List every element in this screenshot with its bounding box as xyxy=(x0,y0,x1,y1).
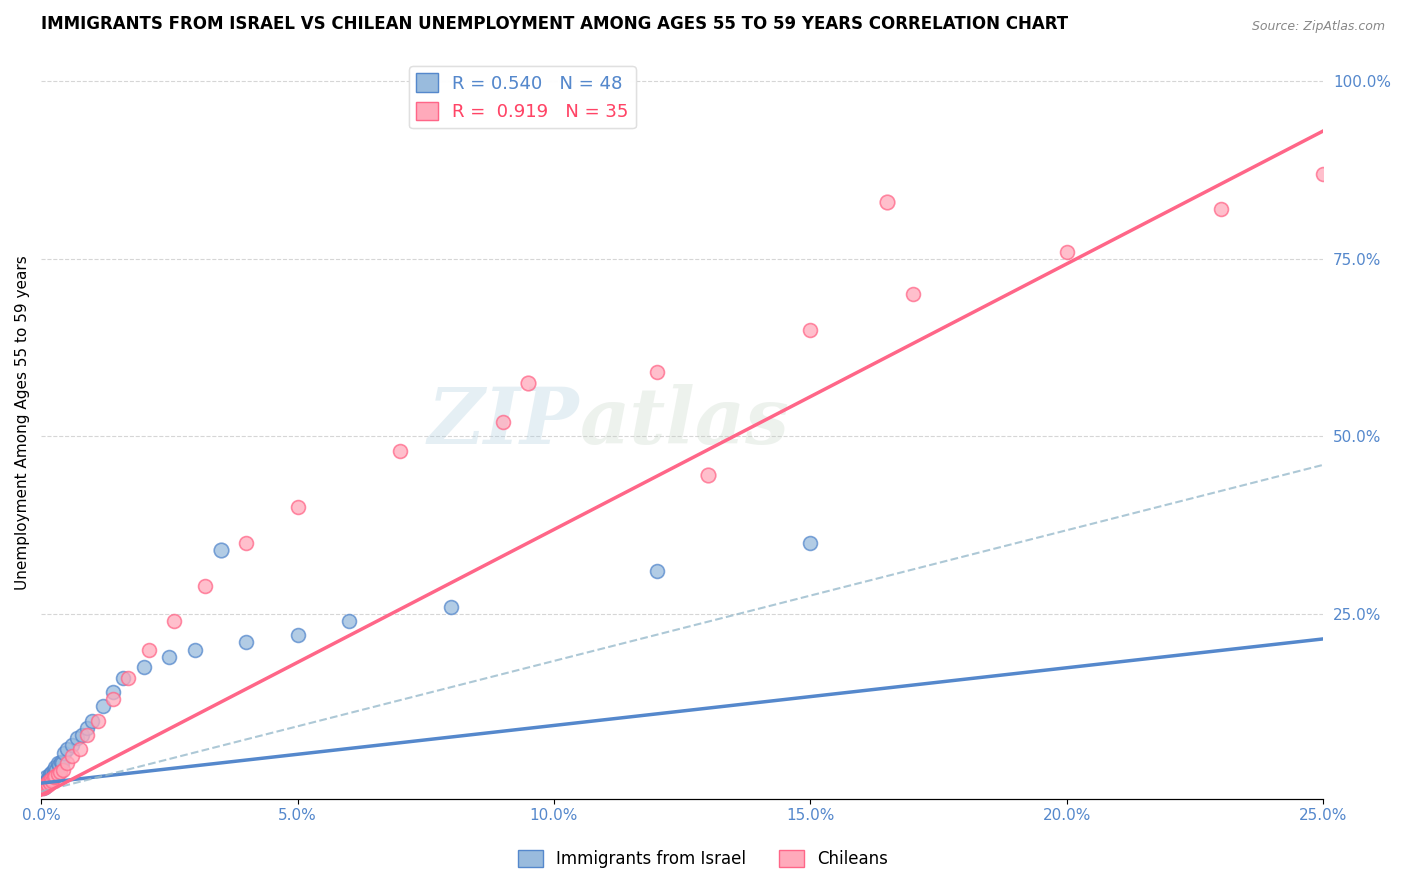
Point xyxy=(32,779,55,793)
Point xyxy=(49,755,72,769)
Point xyxy=(35,774,58,789)
Text: ZIP: ZIP xyxy=(427,384,579,460)
Point xyxy=(52,764,75,778)
Point xyxy=(91,699,114,714)
Point xyxy=(39,771,62,785)
Point xyxy=(66,731,89,746)
Point xyxy=(101,692,124,706)
Point xyxy=(82,714,104,728)
Point xyxy=(1312,167,1334,181)
Point xyxy=(38,767,60,781)
Point xyxy=(45,764,67,778)
Point xyxy=(35,771,58,785)
Point xyxy=(645,565,668,579)
Point xyxy=(39,772,62,786)
Point xyxy=(38,769,60,783)
Point xyxy=(44,767,66,781)
Point xyxy=(209,543,232,558)
Point xyxy=(46,767,69,781)
Text: IMMIGRANTS FROM ISRAEL VS CHILEAN UNEMPLOYMENT AMONG AGES 55 TO 59 YEARS CORRELA: IMMIGRANTS FROM ISRAEL VS CHILEAN UNEMPL… xyxy=(41,15,1069,33)
Point xyxy=(112,671,135,685)
Point xyxy=(337,614,360,628)
Point xyxy=(35,776,58,790)
Point xyxy=(39,772,62,786)
Point xyxy=(46,756,69,771)
Point xyxy=(38,776,60,790)
Point xyxy=(184,642,207,657)
Point xyxy=(55,756,77,771)
Point xyxy=(76,728,98,742)
Point xyxy=(41,767,63,781)
Point xyxy=(117,671,139,685)
Point xyxy=(194,579,217,593)
Point xyxy=(55,742,77,756)
Point xyxy=(69,742,91,756)
Point xyxy=(42,771,65,785)
Point xyxy=(41,774,63,789)
Point xyxy=(901,287,924,301)
Point xyxy=(163,614,186,628)
Point xyxy=(31,781,53,796)
Point xyxy=(38,774,60,789)
Point xyxy=(34,780,56,795)
Point xyxy=(51,756,73,771)
Point xyxy=(37,776,59,790)
Point xyxy=(876,194,898,209)
Point xyxy=(389,443,412,458)
Point xyxy=(34,780,56,794)
Point xyxy=(44,769,66,783)
Point xyxy=(42,764,65,778)
Point xyxy=(492,415,515,429)
Point xyxy=(49,764,72,779)
Point xyxy=(41,764,63,779)
Text: #C8D8E8: #C8D8E8 xyxy=(682,421,689,422)
Point xyxy=(86,714,108,728)
Point xyxy=(235,536,257,550)
Point xyxy=(60,739,83,753)
Point xyxy=(53,746,76,760)
Point xyxy=(32,778,55,792)
Point xyxy=(70,728,93,742)
Point xyxy=(696,468,718,483)
Point xyxy=(32,779,55,793)
Point xyxy=(1056,244,1078,259)
Point xyxy=(48,757,70,772)
Point xyxy=(235,635,257,649)
Point xyxy=(138,642,160,657)
Point xyxy=(31,781,53,796)
Point xyxy=(38,774,60,789)
Point xyxy=(37,778,59,792)
Point xyxy=(60,749,83,764)
Point xyxy=(799,323,821,337)
Text: Source: ZipAtlas.com: Source: ZipAtlas.com xyxy=(1251,20,1385,33)
Point xyxy=(799,536,821,550)
Point xyxy=(1209,202,1232,216)
Point xyxy=(35,774,58,789)
Point xyxy=(35,778,58,792)
Point xyxy=(76,721,98,735)
Point xyxy=(157,649,180,664)
Legend: R = 0.540   N = 48, R =  0.919   N = 35: R = 0.540 N = 48, R = 0.919 N = 35 xyxy=(409,66,636,128)
Point xyxy=(517,376,540,391)
Point xyxy=(37,772,59,786)
Point xyxy=(101,685,124,699)
Point xyxy=(41,769,63,783)
Point xyxy=(440,599,463,614)
Text: atlas: atlas xyxy=(579,384,790,460)
Y-axis label: Unemployment Among Ages 55 to 59 years: Unemployment Among Ages 55 to 59 years xyxy=(15,255,30,590)
Point xyxy=(42,771,65,785)
Point xyxy=(34,776,56,790)
Point xyxy=(44,760,66,774)
Point xyxy=(287,628,309,642)
Point xyxy=(37,773,59,788)
Point xyxy=(132,660,155,674)
Legend: Immigrants from Israel, Chileans: Immigrants from Israel, Chileans xyxy=(510,843,896,875)
Point xyxy=(645,366,668,380)
Point xyxy=(35,778,58,792)
Point xyxy=(287,500,309,515)
